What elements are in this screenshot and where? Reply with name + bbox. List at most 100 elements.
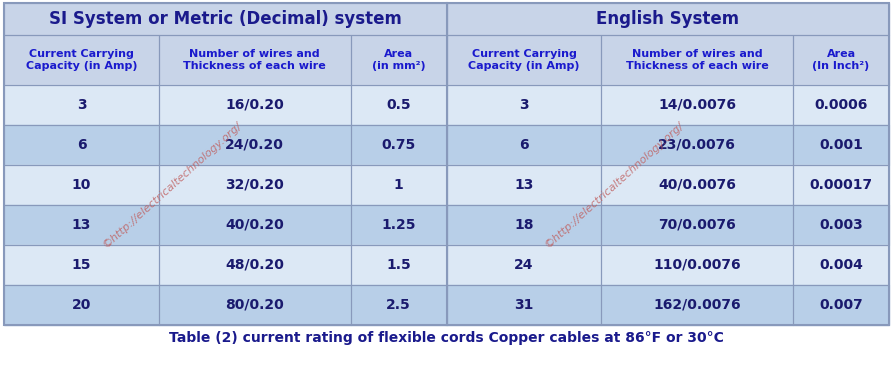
Bar — [159, 245, 351, 285]
Bar — [4, 245, 159, 285]
Bar — [446, 285, 601, 325]
Text: 3: 3 — [519, 98, 529, 112]
Text: 0.5: 0.5 — [387, 98, 411, 112]
Bar — [351, 35, 446, 85]
Bar — [793, 125, 889, 165]
Text: Table (2) current rating of flexible cords Copper cables at 86°F or 30°C: Table (2) current rating of flexible cor… — [169, 331, 724, 345]
Bar — [159, 285, 351, 325]
Bar — [4, 85, 159, 125]
Bar — [159, 35, 351, 85]
Text: 0.003: 0.003 — [819, 218, 863, 232]
Text: English System: English System — [597, 10, 739, 28]
Bar — [601, 205, 793, 245]
Bar — [351, 85, 446, 125]
Bar — [601, 35, 793, 85]
Bar — [446, 3, 889, 35]
Text: Number of wires and
Thickness of each wire: Number of wires and Thickness of each wi… — [626, 49, 769, 71]
Bar — [446, 125, 601, 165]
Bar — [4, 35, 159, 85]
Bar — [159, 165, 351, 205]
Bar — [351, 35, 446, 85]
Text: 0.007: 0.007 — [819, 298, 863, 312]
Text: 6: 6 — [519, 138, 529, 152]
Bar — [159, 205, 351, 245]
Text: 0.0006: 0.0006 — [814, 98, 868, 112]
Bar — [601, 285, 793, 325]
Bar — [793, 85, 889, 125]
Text: 1.5: 1.5 — [386, 258, 411, 272]
Bar — [601, 125, 793, 165]
Bar — [793, 205, 889, 245]
Bar — [793, 245, 889, 285]
Bar — [159, 125, 351, 165]
Bar — [793, 125, 889, 165]
Bar — [159, 205, 351, 245]
Text: Current Carrying
Capacity (in Amp): Current Carrying Capacity (in Amp) — [468, 49, 580, 71]
Text: ©http://electricaltechnology.org/: ©http://electricaltechnology.org/ — [101, 120, 244, 250]
Text: 32/0.20: 32/0.20 — [225, 178, 284, 192]
Bar — [4, 3, 446, 35]
Bar — [446, 245, 601, 285]
Bar — [4, 205, 159, 245]
Bar — [601, 165, 793, 205]
Bar — [4, 245, 159, 285]
Bar — [793, 285, 889, 325]
Text: 23/0.0076: 23/0.0076 — [658, 138, 736, 152]
Text: 13: 13 — [71, 218, 91, 232]
Bar — [446, 245, 601, 285]
Text: Area
(In Inch²): Area (In Inch²) — [813, 49, 870, 71]
Bar — [4, 3, 446, 35]
Text: 16/0.20: 16/0.20 — [225, 98, 284, 112]
Bar — [351, 165, 446, 205]
Bar — [351, 125, 446, 165]
Bar — [159, 85, 351, 125]
Bar — [159, 285, 351, 325]
Bar — [446, 205, 601, 245]
Text: Current Carrying
Capacity (in Amp): Current Carrying Capacity (in Amp) — [26, 49, 138, 71]
Text: 40/0.20: 40/0.20 — [225, 218, 284, 232]
Bar — [446, 85, 601, 125]
Bar — [4, 125, 159, 165]
Text: 24: 24 — [514, 258, 534, 272]
Bar — [446, 125, 601, 165]
Text: 1: 1 — [394, 178, 404, 192]
Text: 0.004: 0.004 — [819, 258, 863, 272]
Text: 14/0.0076: 14/0.0076 — [658, 98, 736, 112]
Text: 48/0.20: 48/0.20 — [225, 258, 284, 272]
Bar — [351, 285, 446, 325]
Bar — [793, 245, 889, 285]
Bar — [351, 125, 446, 165]
Bar — [793, 165, 889, 205]
Bar — [4, 285, 159, 325]
Bar — [351, 245, 446, 285]
Bar — [159, 245, 351, 285]
Bar — [351, 285, 446, 325]
Bar — [601, 125, 793, 165]
Bar — [159, 165, 351, 205]
Bar — [793, 85, 889, 125]
Text: 0.001: 0.001 — [819, 138, 863, 152]
Bar — [601, 165, 793, 205]
Bar — [601, 85, 793, 125]
Bar — [793, 285, 889, 325]
Bar — [351, 205, 446, 245]
Bar — [601, 245, 793, 285]
Bar — [351, 85, 446, 125]
Bar — [793, 165, 889, 205]
Text: 31: 31 — [514, 298, 534, 312]
Text: 0.00017: 0.00017 — [809, 178, 872, 192]
Text: Number of wires and
Thickness of each wire: Number of wires and Thickness of each wi… — [183, 49, 326, 71]
Text: 10: 10 — [71, 178, 91, 192]
Text: 24/0.20: 24/0.20 — [225, 138, 284, 152]
Text: 3: 3 — [77, 98, 87, 112]
Bar — [351, 245, 446, 285]
Bar — [601, 245, 793, 285]
Bar — [601, 205, 793, 245]
Bar — [446, 85, 601, 125]
Text: 15: 15 — [71, 258, 91, 272]
Text: 20: 20 — [71, 298, 91, 312]
Bar — [4, 3, 889, 325]
Text: 2.5: 2.5 — [386, 298, 411, 312]
Bar — [601, 85, 793, 125]
Text: 18: 18 — [514, 218, 534, 232]
